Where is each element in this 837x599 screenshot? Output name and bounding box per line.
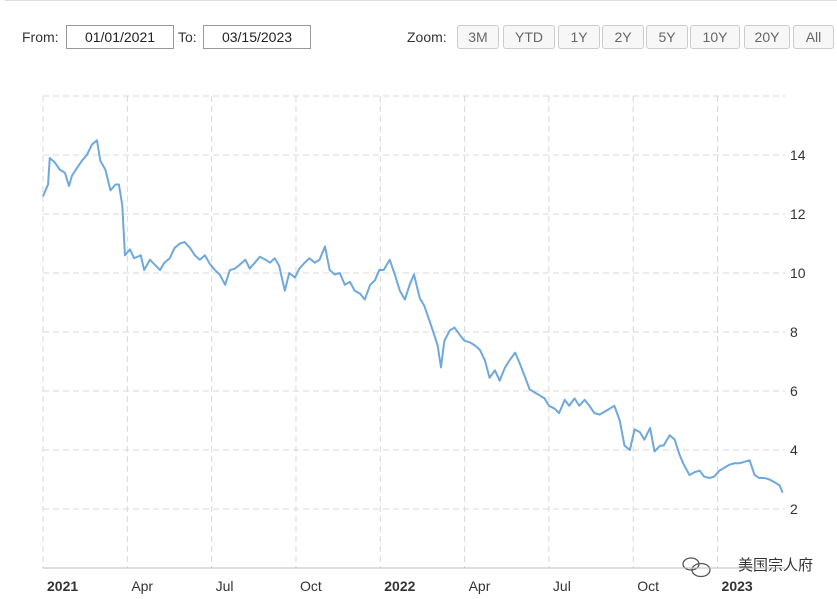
x-tick-label: Oct (637, 578, 659, 594)
y-tick-label: 14 (790, 147, 806, 163)
zoom-button[interactable]: 2Y (602, 25, 644, 49)
zoom-button[interactable]: 5Y (646, 25, 688, 49)
x-tick-label: Jul (216, 578, 234, 594)
watermark: 美国宗人府 (738, 556, 813, 574)
y-tick-label: 6 (790, 383, 798, 399)
to-label: To: (178, 29, 197, 45)
x-tick-label: Jul (553, 578, 571, 594)
zoom-label: Zoom: (407, 29, 447, 45)
y-tick-label: 8 (790, 324, 798, 340)
zoom-button[interactable]: 1Y (558, 25, 600, 49)
zoom-button[interactable]: 20Y (744, 25, 790, 49)
price-line (42, 139, 784, 494)
y-tick-label: 4 (790, 442, 798, 458)
x-tick-label: Apr (469, 578, 491, 594)
y-tick-label: 2 (790, 501, 798, 517)
to-input[interactable]: 03/15/2023 (203, 25, 311, 49)
watermark-icon (682, 557, 711, 578)
x-tick-label: 2022 (384, 578, 415, 594)
zoom-button[interactable]: YTD (503, 25, 555, 49)
zoom-button[interactable]: 10Y (690, 25, 740, 49)
x-tick-label: 2023 (722, 578, 753, 594)
x-tick-label: 2021 (47, 578, 78, 594)
zoom-button[interactable]: All (793, 25, 834, 49)
top-border (5, 0, 837, 3)
from-label: From: (22, 29, 59, 45)
y-tick-label: 12 (790, 206, 806, 222)
toolbar: From: 01/01/2021 To: 03/15/2023 Zoom: 3M… (0, 0, 837, 70)
zoom-button[interactable]: 3M (457, 25, 499, 49)
from-input[interactable]: 01/01/2021 (66, 25, 174, 49)
x-tick-label: Apr (131, 578, 153, 594)
y-tick-label: 10 (790, 265, 806, 281)
x-tick-label: Oct (300, 578, 322, 594)
